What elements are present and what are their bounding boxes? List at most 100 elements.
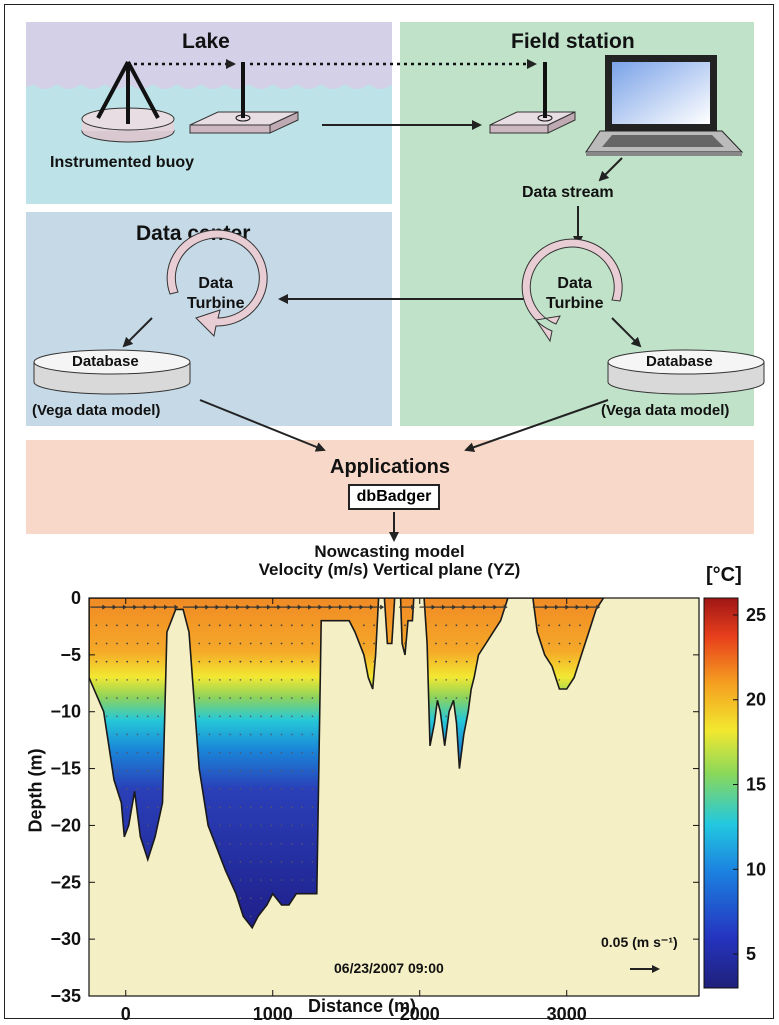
velocity-vector-head <box>411 604 416 610</box>
velocity-dot <box>249 788 252 790</box>
velocity-dot <box>249 842 252 845</box>
field-station-title: Field station <box>511 30 635 53</box>
velocity-dot <box>579 642 581 645</box>
velocity-dot <box>136 642 139 645</box>
velocity-dot <box>455 715 458 718</box>
velocity-dot <box>270 806 273 809</box>
y-tick-label: −20 <box>50 815 81 835</box>
data-center-title: Data center <box>136 222 251 245</box>
velocity-dot <box>260 642 262 645</box>
y-axis-label: Depth (m) <box>25 748 46 833</box>
velocity-dot <box>301 788 303 790</box>
velocity-dot <box>260 697 262 699</box>
velocity-dot <box>239 624 242 627</box>
velocity-dot <box>249 806 252 809</box>
velocity-dot <box>239 788 242 790</box>
applications-title: Applications <box>330 456 451 478</box>
velocity-dot <box>229 842 231 845</box>
velocity-dot <box>311 624 314 627</box>
dc-vega-model-label: (Vega data model) <box>32 402 161 419</box>
velocity-dot <box>208 679 211 681</box>
velocity-dot <box>208 806 211 809</box>
velocity-dot <box>116 715 118 718</box>
lake-panel <box>26 22 392 204</box>
velocity-dot <box>301 861 303 863</box>
velocity-dot <box>146 660 149 663</box>
plot-frame <box>88 597 700 997</box>
fs-turbine-label-line1: Data <box>557 275 593 292</box>
velocity-dot <box>455 697 458 699</box>
velocity-dot <box>301 733 303 736</box>
velocity-dot <box>219 697 221 699</box>
velocity-dot <box>105 624 108 627</box>
water-temperature-field <box>89 598 605 930</box>
velocity-dot <box>218 624 221 627</box>
dbbadger-label: dbBadger <box>356 488 432 505</box>
velocity-dot <box>208 715 211 718</box>
velocity-dot <box>239 897 242 900</box>
velocity-dot <box>465 642 468 645</box>
velocity-dot <box>219 751 221 754</box>
data-center-database-icon <box>33 349 191 395</box>
instrumented-buoy <box>81 61 175 143</box>
velocity-dot <box>136 788 139 790</box>
colorbar <box>703 597 739 989</box>
velocity-dot <box>270 733 273 736</box>
velocity-dot <box>239 751 242 754</box>
velocity-dot <box>157 788 159 790</box>
velocity-vector-head <box>174 604 179 610</box>
velocity-dot <box>311 715 314 718</box>
velocity-dot <box>290 660 293 663</box>
velocity-dot <box>116 697 118 699</box>
velocity-dot <box>239 861 242 863</box>
velocity-dot <box>455 660 458 663</box>
velocity-dot <box>434 642 437 645</box>
velocity-dot <box>95 679 98 681</box>
velocity-dot <box>146 697 149 699</box>
velocity-dot <box>280 861 283 863</box>
velocity-dot <box>239 842 242 845</box>
data-stream-label: Data stream <box>522 184 614 201</box>
velocity-dot <box>280 879 283 881</box>
velocity-dot <box>568 624 571 627</box>
velocity-dot <box>249 751 252 754</box>
velocity-dot <box>301 806 303 809</box>
x-tick-label: 0 <box>121 1004 131 1024</box>
velocity-dot <box>239 679 242 681</box>
velocity-dot <box>270 697 273 699</box>
velocity-dot <box>146 788 149 790</box>
velocity-dot <box>136 660 139 663</box>
velocity-dot <box>218 642 221 645</box>
velocity-dot <box>486 624 489 627</box>
velocity-dot <box>229 624 232 627</box>
velocity-dot <box>270 642 273 645</box>
chart-title-line2: Velocity (m/s) Vertical plane (YZ) <box>258 560 521 579</box>
velocity-dot <box>291 824 293 827</box>
velocity-dot <box>146 642 149 645</box>
velocity-dot <box>116 733 118 736</box>
velocity-dot <box>558 679 561 681</box>
velocity-dot <box>301 770 303 772</box>
velocity-dot <box>311 660 314 663</box>
velocity-dot <box>260 842 262 845</box>
velocity-dot <box>270 660 273 663</box>
lake-title: Lake <box>182 30 230 53</box>
figure-frame <box>4 4 774 1019</box>
velocity-dot <box>239 697 242 699</box>
velocity-dot <box>434 624 437 627</box>
velocity-dot <box>311 788 314 790</box>
velocity-dot <box>126 624 129 627</box>
velocity-dot <box>136 624 139 627</box>
velocity-dot <box>280 788 283 790</box>
velocity-dot <box>239 660 242 663</box>
velocity-dot <box>476 624 478 627</box>
velocity-dot <box>465 697 468 699</box>
velocity-dot <box>208 733 211 736</box>
colorbar-tick-label: 15 <box>746 775 766 795</box>
velocity-dot <box>260 715 262 718</box>
velocity-dot <box>311 733 314 736</box>
x-tick-label: 2000 <box>400 1004 440 1024</box>
velocity-dot <box>311 806 314 809</box>
velocity-dot <box>208 770 211 772</box>
